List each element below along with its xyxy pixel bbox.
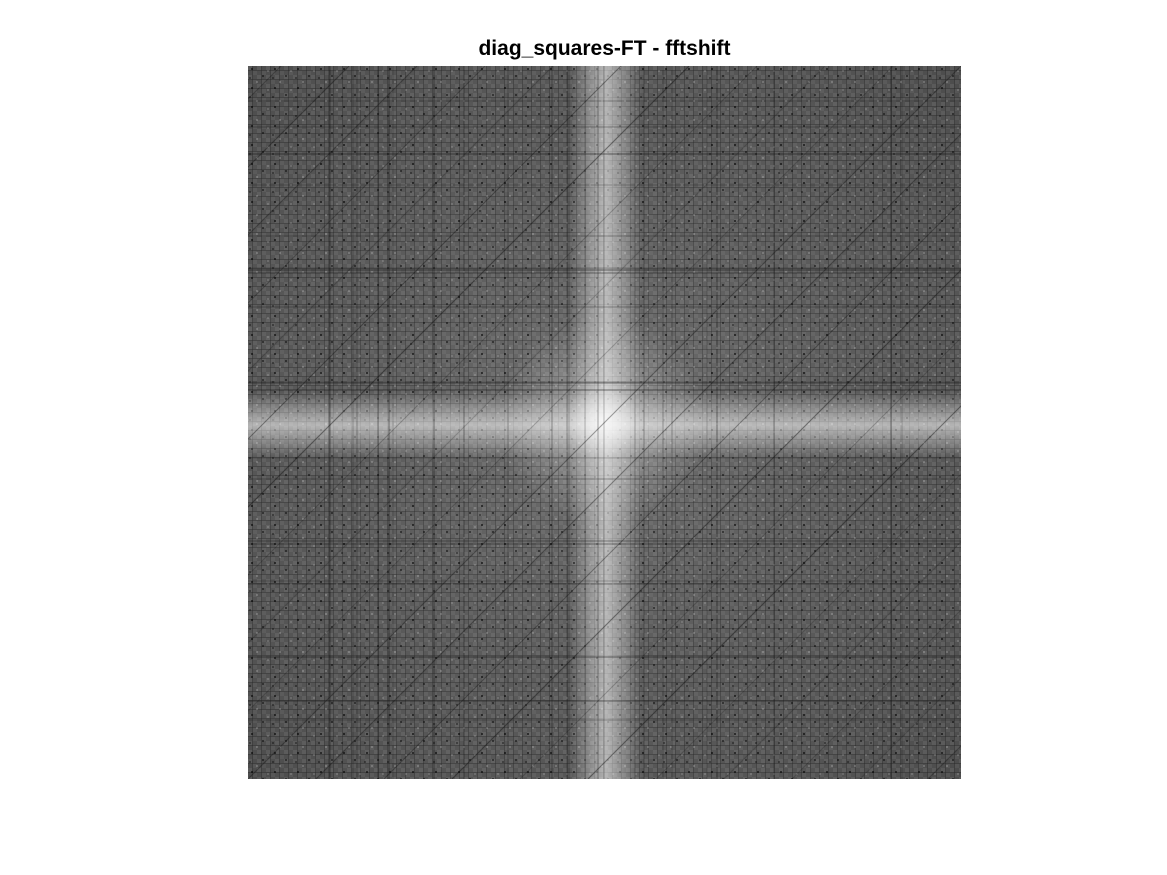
figure-title: diag_squares-FT - fftshift [478,37,731,60]
fft-spectrum-image [248,66,961,779]
image-axes [248,66,961,779]
